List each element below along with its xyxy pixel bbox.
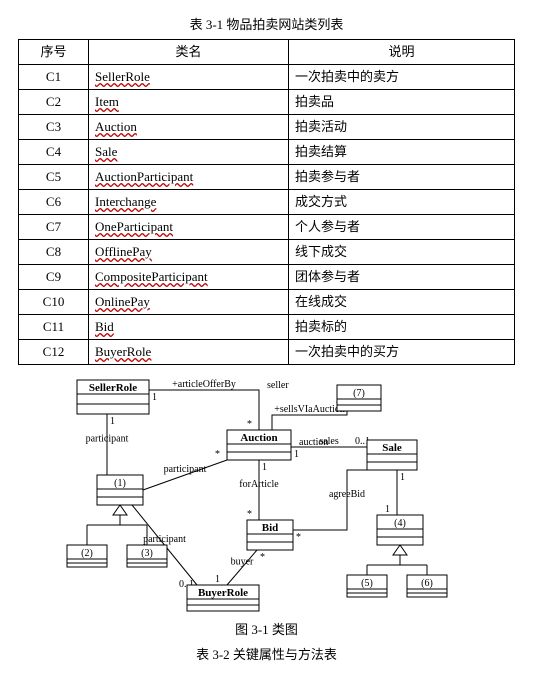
cell-seq: C4: [19, 140, 89, 165]
table-row: C7OneParticipant个人参与者: [19, 215, 515, 240]
table-row: C11Bid拍卖标的: [19, 315, 515, 340]
table-row: C6Interchange成交方式: [19, 190, 515, 215]
svg-text:*: *: [247, 509, 252, 520]
th-desc: 说明: [289, 40, 515, 65]
cell-desc: 一次拍卖中的买方: [289, 340, 515, 365]
cell-name: Interchange: [89, 190, 289, 215]
cell-desc: 线下成交: [289, 240, 515, 265]
th-name: 类名: [89, 40, 289, 65]
class-list-table: 序号 类名 说明 C1SellerRole一次拍卖中的卖方C2Item拍卖品C3…: [18, 39, 515, 365]
svg-text:*: *: [215, 449, 220, 460]
cell-seq: C3: [19, 115, 89, 140]
cell-seq: C9: [19, 265, 89, 290]
table-row: C10OnlinePay在线成交: [19, 290, 515, 315]
svg-text:*: *: [247, 419, 252, 430]
th-seq: 序号: [19, 40, 89, 65]
cell-desc: 拍卖标的: [289, 315, 515, 340]
cell-name: Auction: [89, 115, 289, 140]
table-row: C4Sale拍卖结算: [19, 140, 515, 165]
svg-text:*: *: [260, 552, 265, 563]
svg-text:(6): (6): [421, 578, 433, 589]
cell-name: Item: [89, 90, 289, 115]
svg-text:participant: participant: [143, 534, 186, 545]
cell-desc: 成交方式: [289, 190, 515, 215]
svg-text:(3): (3): [141, 548, 153, 559]
svg-text:buyer: buyer: [230, 557, 253, 568]
cell-seq: C5: [19, 165, 89, 190]
cell-seq: C1: [19, 65, 89, 90]
cell-name: OfflinePay: [89, 240, 289, 265]
cell-name: OneParticipant: [89, 215, 289, 240]
svg-text:Auction: Auction: [240, 432, 277, 444]
table-row: C2Item拍卖品: [19, 90, 515, 115]
svg-text:agreeBid: agreeBid: [328, 489, 364, 500]
cell-desc: 拍卖品: [289, 90, 515, 115]
svg-text:1: 1: [294, 449, 299, 460]
svg-text:SellerRole: SellerRole: [88, 382, 136, 394]
cell-desc: 一次拍卖中的卖方: [289, 65, 515, 90]
cell-name: AuctionParticipant: [89, 165, 289, 190]
svg-text:forArticle: forArticle: [239, 479, 279, 490]
svg-text:auction: auction: [299, 437, 328, 448]
table-row: C12BuyerRole一次拍卖中的买方: [19, 340, 515, 365]
svg-text:participant: participant: [163, 464, 206, 475]
figure1-caption: 图 3-1 类图: [18, 619, 515, 638]
svg-text:1: 1: [262, 462, 267, 473]
table-row: C8OfflinePay线下成交: [19, 240, 515, 265]
svg-text:1: 1: [110, 416, 115, 427]
svg-text:1: 1: [400, 472, 405, 483]
svg-text:BuyerRole: BuyerRole: [197, 587, 247, 599]
uml-diagram: +articleOfferByseller1*+sellsVIaAuction*…: [47, 375, 487, 615]
table2-title: 表 3-2 关键属性与方法表: [18, 644, 515, 663]
svg-text:*: *: [296, 532, 301, 543]
svg-text:1: 1: [385, 504, 390, 515]
cell-name: SellerRole: [89, 65, 289, 90]
svg-text:+articleOfferBy: +articleOfferBy: [172, 379, 236, 390]
cell-desc: 拍卖活动: [289, 115, 515, 140]
svg-text:Bid: Bid: [261, 522, 278, 534]
cell-seq: C12: [19, 340, 89, 365]
cell-desc: 拍卖参与者: [289, 165, 515, 190]
svg-text:(7): (7): [353, 388, 365, 399]
cell-desc: 在线成交: [289, 290, 515, 315]
cell-seq: C6: [19, 190, 89, 215]
table-row: C5AuctionParticipant拍卖参与者: [19, 165, 515, 190]
svg-text:(5): (5): [361, 578, 373, 589]
cell-name: Sale: [89, 140, 289, 165]
cell-name: Bid: [89, 315, 289, 340]
cell-seq: C2: [19, 90, 89, 115]
cell-seq: C10: [19, 290, 89, 315]
svg-text:seller: seller: [267, 380, 289, 391]
cell-desc: 团体参与者: [289, 265, 515, 290]
svg-text:(2): (2): [81, 548, 93, 559]
cell-desc: 个人参与者: [289, 215, 515, 240]
table-row: C1SellerRole一次拍卖中的卖方: [19, 65, 515, 90]
cell-desc: 拍卖结算: [289, 140, 515, 165]
cell-name: CompositeParticipant: [89, 265, 289, 290]
svg-text:(1): (1): [114, 478, 126, 489]
table-row: C9CompositeParticipant团体参与者: [19, 265, 515, 290]
cell-seq: C11: [19, 315, 89, 340]
cell-seq: C7: [19, 215, 89, 240]
cell-name: BuyerRole: [89, 340, 289, 365]
svg-text:(4): (4): [394, 518, 406, 529]
svg-text:participant: participant: [85, 434, 128, 445]
table-row: C3Auction拍卖活动: [19, 115, 515, 140]
svg-text:1: 1: [152, 392, 157, 403]
cell-name: OnlinePay: [89, 290, 289, 315]
svg-text:Sale: Sale: [382, 442, 402, 454]
cell-seq: C8: [19, 240, 89, 265]
svg-text:1: 1: [215, 574, 220, 585]
table1-title: 表 3-1 物品拍卖网站类列表: [18, 14, 515, 33]
